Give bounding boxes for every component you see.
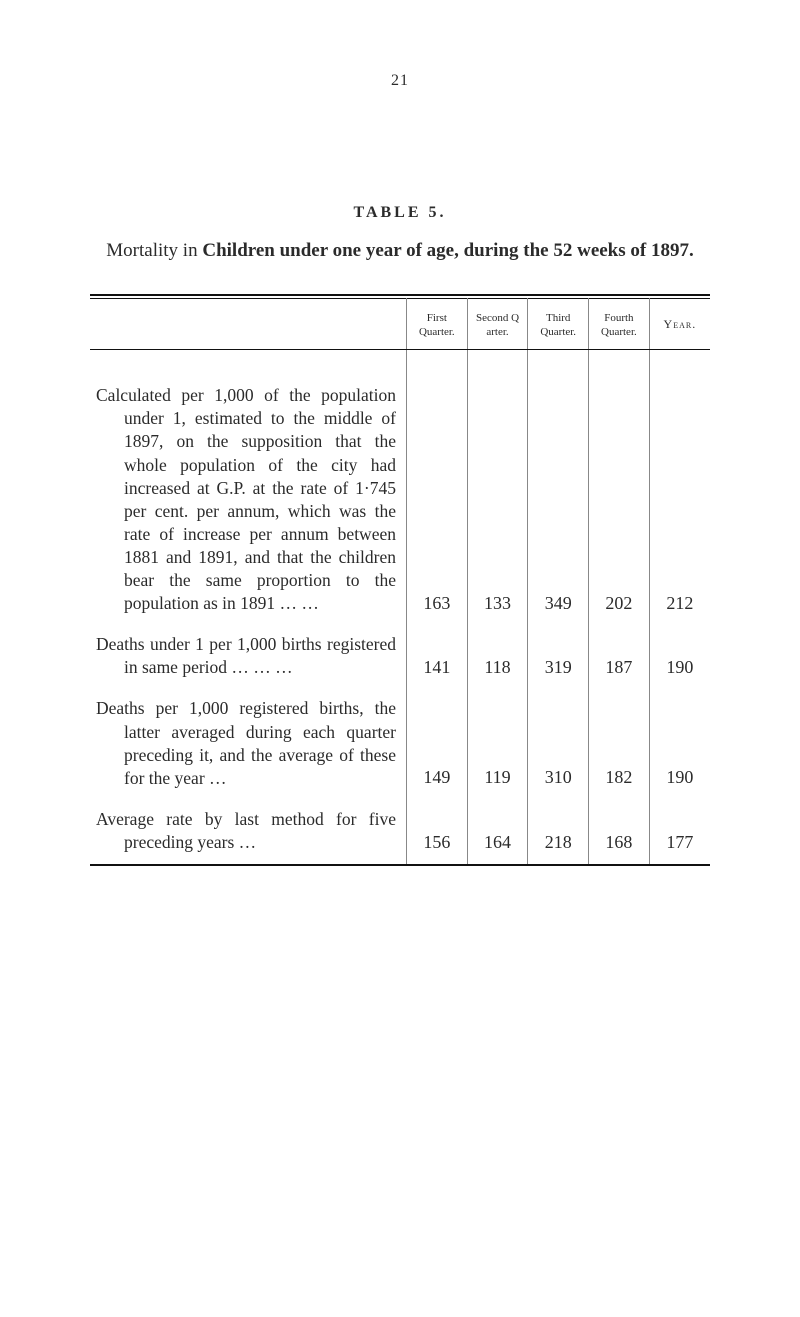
cell-q4: 187 (589, 625, 650, 689)
col-header-blank (90, 298, 406, 350)
cell-q2: 118 (467, 625, 528, 689)
col-header-q1: First Quarter. (406, 298, 467, 350)
cell-q1: 149 (406, 689, 467, 799)
table-outer-rule: First Quarter. Second Q arter. Third Qua… (90, 294, 710, 866)
row-desc: Average rate by last method for five pre… (90, 800, 406, 865)
spacer-row (90, 350, 710, 377)
cell-year: 190 (649, 625, 710, 689)
cell-q4: 182 (589, 689, 650, 799)
row-desc: Deaths per 1,000 registered births, the … (90, 689, 406, 799)
cell-q3: 319 (528, 625, 589, 689)
cell-q4: 202 (589, 376, 650, 625)
cell-q1: 163 (406, 376, 467, 625)
table-row: Average rate by last method for five pre… (90, 800, 710, 865)
table-header-row: First Quarter. Second Q arter. Third Qua… (90, 298, 710, 350)
table-row: Deaths under 1 per 1,000 births register… (90, 625, 710, 689)
cell-q3: 218 (528, 800, 589, 865)
cell-q4: 168 (589, 800, 650, 865)
row-desc: Calculated per 1,000 of the population u… (90, 376, 406, 625)
cell-year: 177 (649, 800, 710, 865)
col-header-q4: Fourth Quarter. (589, 298, 650, 350)
caption-prefix: Mortality in (106, 240, 202, 261)
cell-year: 212 (649, 376, 710, 625)
cell-q2: 133 (467, 376, 528, 625)
cell-q2: 119 (467, 689, 528, 799)
cell-year: 190 (649, 689, 710, 799)
col-header-q2: Second Q arter. (467, 298, 528, 350)
page-number: 21 (90, 70, 710, 92)
table-caption: Mortality in Children under one year of … (100, 237, 700, 266)
table-label: TABLE 5. (90, 202, 710, 224)
table-row: Calculated per 1,000 of the population u… (90, 376, 710, 625)
cell-q2: 164 (467, 800, 528, 865)
cell-q1: 156 (406, 800, 467, 865)
mortality-table: First Quarter. Second Q arter. Third Qua… (90, 298, 710, 866)
row-desc: Deaths under 1 per 1,000 births register… (90, 625, 406, 689)
cell-q1: 141 (406, 625, 467, 689)
col-header-year: Year. (649, 298, 710, 350)
cell-q3: 310 (528, 689, 589, 799)
caption-bold: Children under one year of age, during t… (202, 240, 693, 261)
table-row: Deaths per 1,000 registered births, the … (90, 689, 710, 799)
col-header-q3: Third Quarter. (528, 298, 589, 350)
cell-q3: 349 (528, 376, 589, 625)
